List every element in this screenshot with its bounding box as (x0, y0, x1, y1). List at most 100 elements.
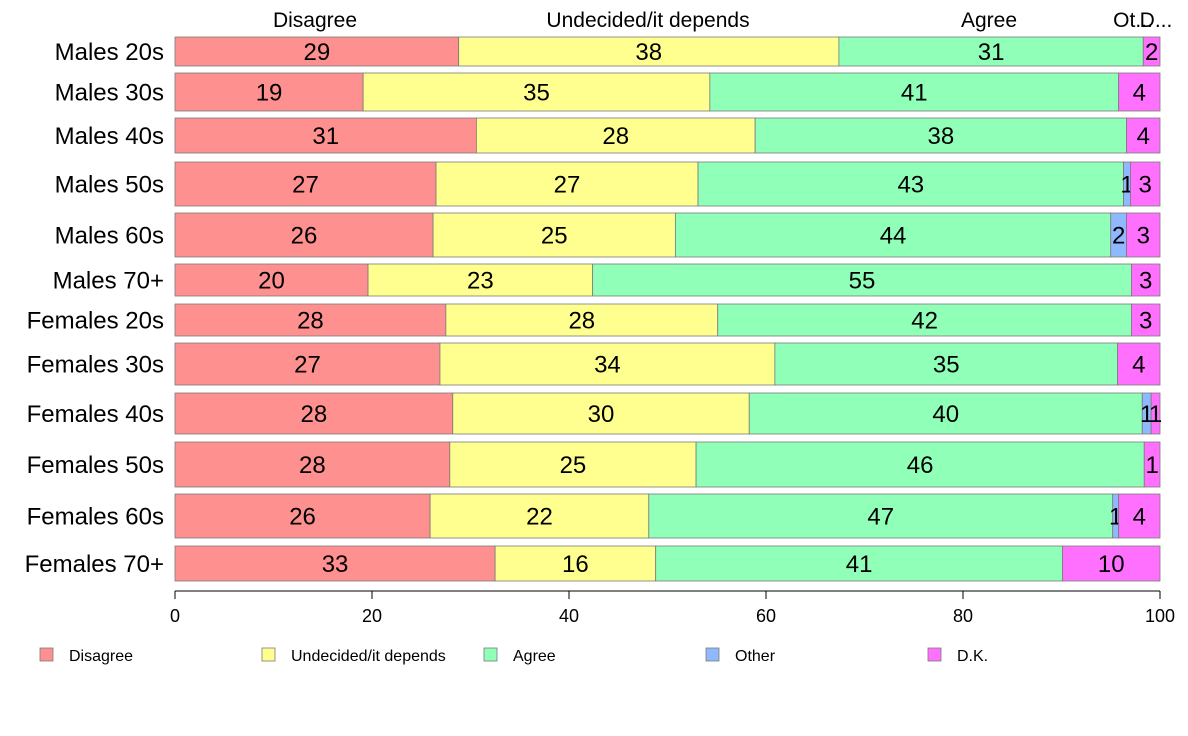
category-label: Males 60s (55, 223, 164, 250)
data-label-other: 2 (1112, 223, 1125, 250)
x-tick-label: 0 (170, 606, 180, 626)
bar-undecided-it-depends (367, 263, 594, 297)
legend-item-other: Other (705, 647, 776, 665)
top-label: Ot... (1113, 9, 1153, 32)
bar-d-k (1142, 36, 1161, 67)
data-label-undecided-it-depends: 28 (602, 123, 629, 150)
bar-d-k (1131, 303, 1161, 337)
data-label-agree: 31 (978, 39, 1005, 66)
category-label: Females 70+ (25, 551, 164, 578)
top-label: Agree (961, 9, 1017, 32)
data-label-agree: 40 (932, 401, 959, 428)
data-label-agree: 43 (897, 172, 924, 199)
legend-label: Undecided/it depends (291, 648, 446, 665)
data-label-agree: 35 (933, 352, 960, 379)
data-label-disagree: 31 (312, 123, 339, 150)
data-label-disagree: 28 (297, 308, 324, 335)
bar-undecided-it-depends (429, 493, 650, 539)
data-label-d-k: 3 (1139, 172, 1152, 199)
data-label-d-k: 10 (1098, 551, 1125, 578)
data-label-agree: 47 (867, 504, 894, 531)
data-label-undecided-it-depends: 25 (560, 452, 587, 479)
data-label-agree: 46 (907, 452, 934, 479)
bar-disagree (174, 545, 496, 582)
bar-d-k (1118, 493, 1161, 539)
data-label-disagree: 28 (299, 452, 326, 479)
bar-d-k (1131, 263, 1161, 297)
bar-d-k (1117, 342, 1161, 386)
x-tick-label: 80 (953, 606, 973, 626)
legend-label: Other (735, 648, 776, 665)
data-label-d-k: 4 (1132, 352, 1145, 379)
top-label: Disagree (273, 9, 357, 32)
bar-agree (592, 263, 1132, 297)
x-axis: 0 20 40 60 80 100 (170, 590, 1175, 626)
data-label-d-k: 1 (1145, 452, 1158, 479)
bar-row-females-70: 33 16 41 10 (174, 545, 1161, 582)
legend-label: Agree (513, 648, 556, 665)
data-label-disagree: 26 (291, 223, 318, 250)
top-label: Undecided/it depends (546, 9, 749, 32)
data-label-agree: 38 (927, 123, 954, 150)
data-label-undecided-it-depends: 27 (554, 172, 581, 199)
data-label-undecided-it-depends: 25 (541, 223, 568, 250)
legend-swatch (483, 647, 498, 662)
category-label: Females 30s (27, 352, 164, 379)
category-label: Females 50s (27, 452, 164, 479)
data-label-undecided-it-depends: 38 (635, 39, 662, 66)
data-label-disagree: 19 (256, 80, 283, 107)
category-label: Males 40s (55, 123, 164, 150)
bar-d-k (1150, 392, 1161, 435)
bar-disagree (174, 161, 437, 207)
bar-row-males-30s: 19 35 41 4 (174, 72, 1161, 112)
bars-area: 29 38 31 219 35 41 431 28 38 427 27 43 1 326 25 44 2 320 2… (174, 36, 1162, 582)
bar-disagree (174, 212, 434, 258)
data-label-disagree: 27 (292, 172, 319, 199)
legend: Disagree Undecided/it depends Agree Other D.… (39, 647, 988, 665)
legend-label: Disagree (69, 648, 133, 665)
category-label: Males 30s (55, 80, 164, 107)
bar-agree (754, 117, 1127, 154)
category-label: Females 20s (27, 308, 164, 335)
bar-disagree (174, 263, 369, 297)
data-label-agree: 55 (849, 268, 876, 295)
bar-agree (709, 72, 1120, 112)
data-label-disagree: 28 (301, 401, 328, 428)
bar-d-k (1118, 72, 1161, 112)
bar-row-males-60s: 26 25 44 2 3 (174, 212, 1161, 258)
x-tick-label: 20 (362, 606, 382, 626)
bar-undecided-it-depends (439, 342, 776, 386)
data-label-undecided-it-depends: 35 (523, 80, 550, 107)
bar-row-males-40s: 31 28 38 4 (174, 117, 1161, 154)
data-label-undecided-it-depends: 30 (588, 401, 615, 428)
data-label-undecided-it-depends: 28 (568, 308, 595, 335)
bar-agree (655, 545, 1063, 582)
data-label-d-k: 4 (1137, 123, 1150, 150)
bar-undecided-it-depends (458, 36, 840, 67)
bar-row-females-60s: 26 22 47 1 4 (174, 493, 1161, 539)
bar-row-males-20s: 29 38 31 2 (174, 36, 1161, 67)
x-tick-label: 60 (756, 606, 776, 626)
data-label-undecided-it-depends: 16 (562, 551, 589, 578)
data-label-d-k: 1 (1149, 401, 1162, 428)
data-label-disagree: 27 (294, 352, 321, 379)
legend-item-d-k: D.K. (927, 647, 988, 665)
legend-swatch (39, 647, 54, 662)
bar-row-males-50s: 27 27 43 1 3 (174, 161, 1161, 207)
bar-agree (717, 303, 1132, 337)
category-label: Males 20s (55, 39, 164, 66)
category-labels: Males 20s Males 30s Males 40s Males 50s Male… (25, 39, 164, 578)
legend-item-agree: Agree (483, 647, 556, 665)
x-tick-label: 40 (559, 606, 579, 626)
category-label: Males 70+ (53, 268, 164, 295)
bar-d-k (1130, 161, 1161, 207)
bar-undecided-it-depends (362, 72, 711, 112)
data-label-undecided-it-depends: 34 (594, 352, 621, 379)
bar-undecided-it-depends (449, 441, 697, 488)
bar-row-females-20s: 28 28 42 3 (174, 303, 1161, 337)
bar-row-females-50s: 28 25 46 1 (174, 441, 1161, 488)
bar-row-females-40s: 28 30 40 11 (174, 392, 1162, 435)
data-label-agree: 42 (911, 308, 938, 335)
data-label-other: 1 (1140, 401, 1153, 428)
